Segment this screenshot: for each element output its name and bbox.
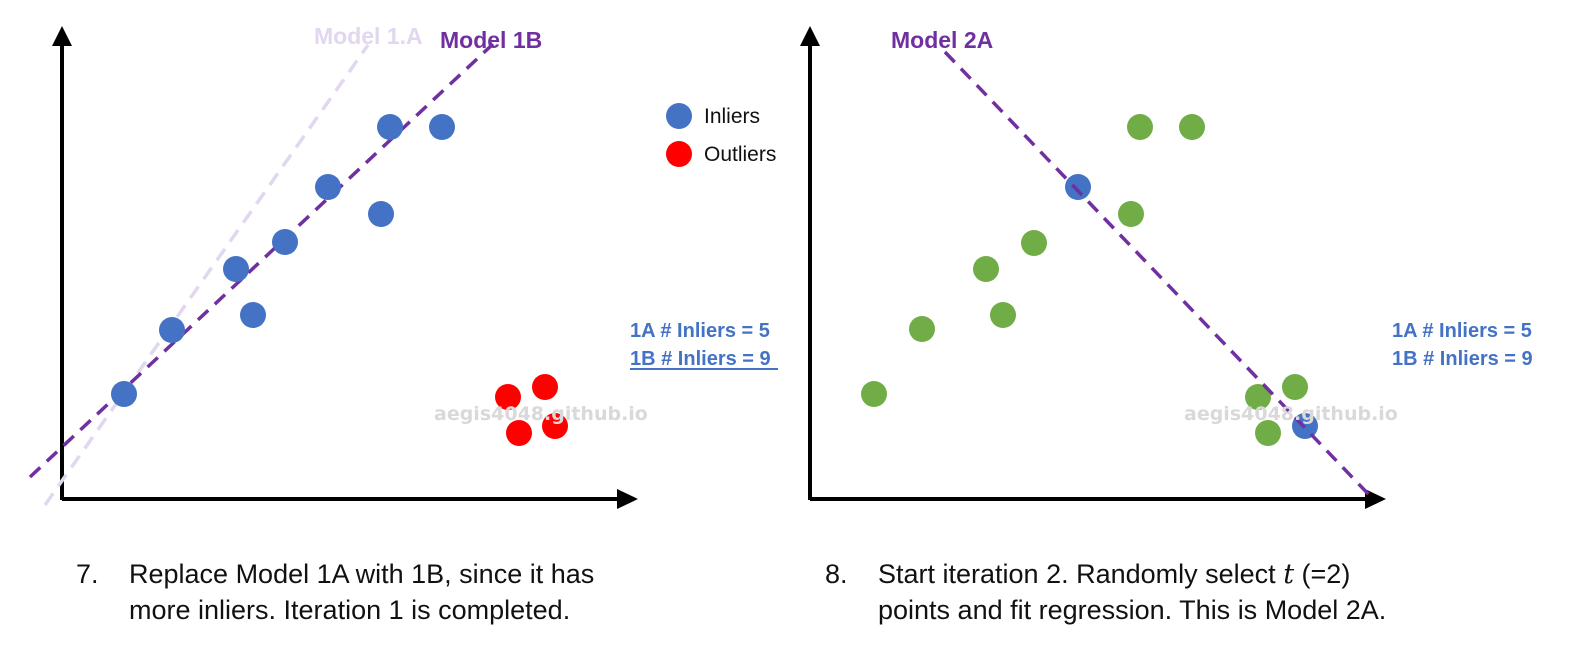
candidate-point (1021, 230, 1047, 256)
candidate-point (861, 381, 887, 407)
candidate-point (1127, 114, 1153, 140)
panel1-model-1a-line (43, 43, 370, 507)
legend-outliers-label: Outliers (704, 143, 776, 166)
panel2-model-2a-label: Model 2A (891, 27, 993, 53)
inlier-point (429, 114, 455, 140)
candidate-point (1282, 374, 1308, 400)
panel2-caption-line1: Start iteration 2. Randomly select t (=2… (878, 556, 1350, 593)
inlier-point (111, 381, 137, 407)
legend-inliers-label: Inliers (704, 105, 760, 128)
candidate-point (1245, 384, 1271, 410)
panel1-caption: 7. Replace Model 1A with 1B, since it ha… (76, 556, 676, 636)
legend-inlier-swatch (666, 103, 692, 129)
panel1-watermark: aegis4048.github.io (434, 403, 648, 425)
panel2-caption-number: 8. (825, 559, 848, 589)
panel1-axes (52, 26, 638, 509)
inlier-point (368, 201, 394, 227)
panel1-caption-line2: more inliers. Iteration 1 is completed. (129, 595, 571, 625)
panel2-caption: 8. Start iteration 2. Randomly select t … (825, 556, 1475, 636)
panel1-model-1b-line (28, 42, 495, 479)
inlier-point (159, 317, 185, 343)
panel1-outliers (495, 374, 568, 446)
panel2-count-1b: 1B # Inliers = 9 (1392, 348, 1533, 370)
panel2-axes (800, 26, 1386, 509)
candidate-point (1255, 420, 1281, 446)
outlier-point (532, 374, 558, 400)
panel2-caption-line2: points and fit regression. This is Model… (878, 595, 1387, 625)
candidate-point (1118, 201, 1144, 227)
candidate-point (1179, 114, 1205, 140)
inlier-point (240, 302, 266, 328)
selected-point (1065, 174, 1091, 200)
panel1-model-1b-label: Model 1B (440, 27, 542, 53)
legend: Inliers Outliers (666, 103, 776, 167)
outlier-point (495, 384, 521, 410)
panel2-caption-var: t (1283, 559, 1295, 590)
panel1-caption-line1: Replace Model 1A with 1B, since it has (129, 559, 595, 589)
legend-outlier-swatch (666, 141, 692, 167)
panel2-model-2a-line (943, 50, 1376, 502)
panel1-y-arrow (52, 26, 72, 46)
panel1-inliers (111, 114, 455, 407)
panel1-x-arrow (617, 489, 638, 509)
panel2-selected-points (1065, 174, 1318, 439)
panel1-count-1a: 1A # Inliers = 5 (630, 320, 770, 342)
candidate-point (973, 256, 999, 282)
panel2-x-arrow (1365, 489, 1386, 509)
panel1-count-1b: 1B # Inliers = 9 (630, 348, 771, 370)
inlier-point (272, 229, 298, 255)
outlier-point (542, 413, 568, 439)
panel2-caption-line1-post: (=2) (1294, 559, 1351, 589)
candidate-point (909, 316, 935, 342)
panel2-caption-line1-pre: Start iteration 2. Randomly select (878, 559, 1284, 589)
inlier-point (223, 256, 249, 282)
candidate-point (990, 302, 1016, 328)
panel1-caption-number: 7. (76, 559, 99, 589)
panel1-model-1a-label: Model 1.A (314, 23, 423, 49)
panel2-candidate-points (861, 114, 1308, 446)
inlier-point (377, 114, 403, 140)
panel2-watermark: aegis4048.github.io (1184, 403, 1398, 425)
panel2-count-1a: 1A # Inliers = 5 (1392, 320, 1532, 342)
inlier-point (315, 174, 341, 200)
outlier-point (506, 420, 532, 446)
panel2-y-arrow (800, 26, 820, 46)
